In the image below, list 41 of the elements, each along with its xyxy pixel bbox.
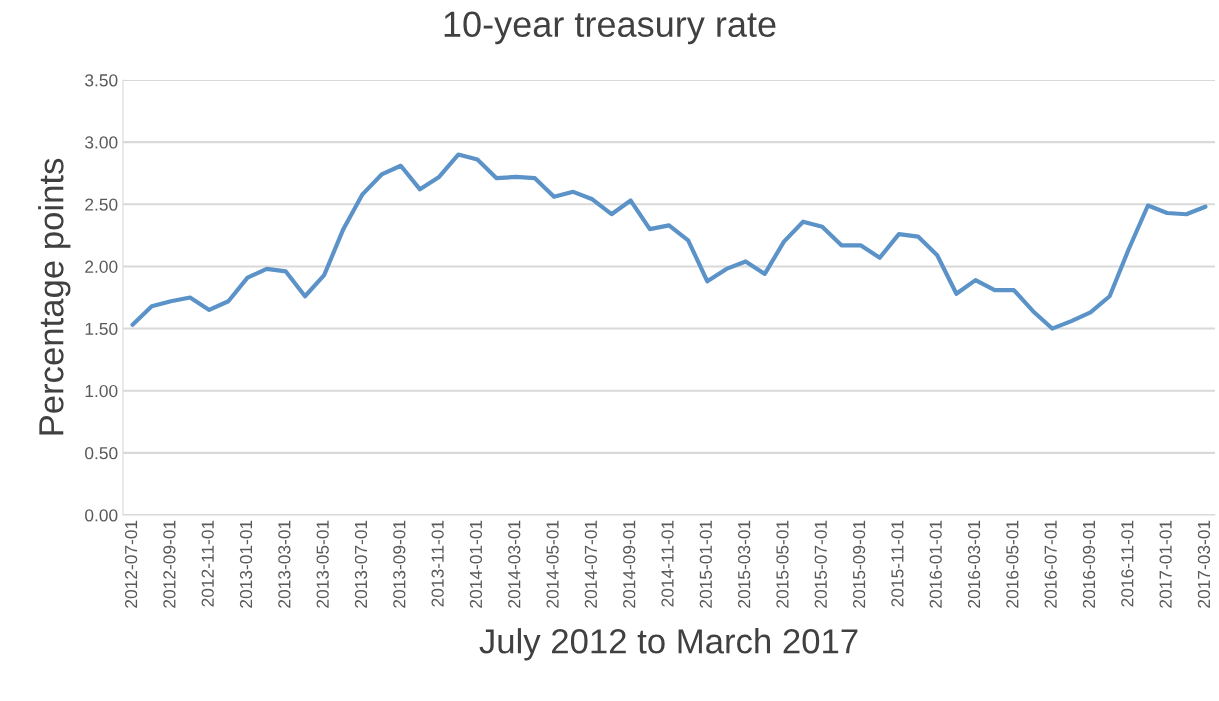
x-tick-label: 2012-07-01 (124, 520, 138, 608)
x-tick-label: 2013-07-01 (354, 520, 368, 608)
x-tick-label: 2017-01-01 (1159, 520, 1172, 608)
x-tick-label: 2016-03-01 (967, 520, 981, 608)
x-tick-label: 2016-09-01 (1082, 520, 1096, 608)
x-tick-label: 2012-09-01 (163, 520, 176, 608)
y-tick-label: 1.00 (85, 384, 118, 398)
x-tick-label: 2017-03-01 (1197, 520, 1211, 608)
x-tick-label: 2013-01-01 (239, 520, 253, 608)
x-tick-label: 2015-05-01 (776, 520, 789, 608)
x-tick-label: 2014-07-01 (584, 520, 598, 608)
x-tick-label: 2013-11-01 (431, 520, 444, 607)
x-tick-label: 2014-01-01 (469, 520, 483, 608)
x-tick-label: 2016-01-01 (929, 520, 942, 608)
x-axis-title: July 2012 to March 2017 (479, 628, 858, 661)
x-tick-label: 2015-07-01 (814, 520, 827, 608)
x-tick-label: 2014-03-01 (508, 520, 521, 608)
x-tick-label: 2012-11-01 (201, 520, 214, 607)
y-tick-label: 0.50 (85, 447, 118, 460)
x-tick-label: 2013-05-01 (316, 520, 329, 608)
y-tick-label: 1.50 (85, 322, 118, 336)
y-tick-label: 3.50 (85, 74, 118, 87)
x-tick-label: 2016-07-01 (1044, 520, 1057, 608)
y-tick-label: 3.00 (85, 136, 118, 149)
x-tick-label: 2015-01-01 (699, 520, 712, 608)
x-tick-label: 2013-09-01 (393, 520, 406, 608)
x-tick-label: 2014-11-01 (661, 520, 674, 607)
y-axis-title: Percentage points (38, 158, 71, 435)
chart-title: 10-year treasury rate (444, 11, 776, 45)
x-tick-label: 2015-09-01 (852, 520, 866, 608)
x-tick-label: 2016-11-01 (1121, 520, 1134, 607)
y-tick-label: 0.00 (85, 509, 118, 522)
x-tick-label: 2015-11-01 (891, 520, 904, 607)
x-tick-label: 2014-05-01 (546, 520, 559, 608)
x-tick-label: 2013-03-01 (278, 520, 291, 608)
y-tick-label: 2.00 (85, 260, 118, 273)
x-tick-label: 2014-09-01 (623, 520, 636, 608)
line-series (130, 152, 1208, 331)
x-tick-label: 2016-05-01 (1006, 520, 1019, 608)
x-tick-label: 2015-03-01 (738, 520, 751, 608)
y-tick-label: 2.50 (85, 198, 118, 211)
